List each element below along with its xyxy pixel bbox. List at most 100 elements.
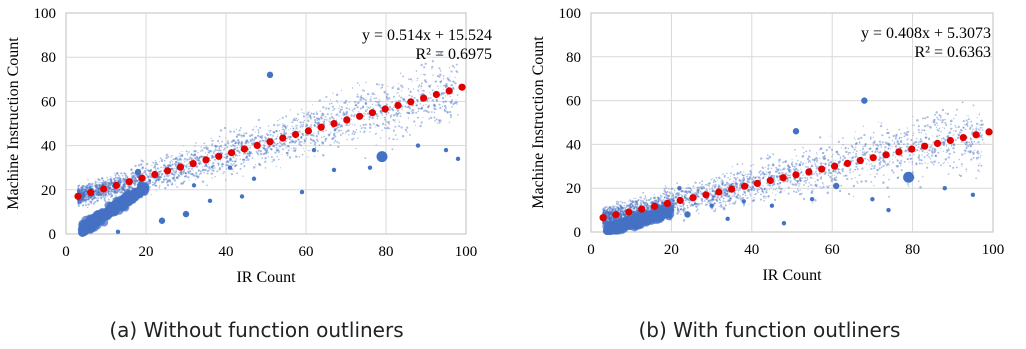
texture-dot [286,154,289,157]
texture-dot [795,191,798,194]
texture-dot [637,198,640,201]
texture-dot [169,165,171,168]
texture-dot [225,156,228,158]
texture-dot [126,175,129,178]
texture-dot [842,168,844,170]
texture-dot [169,164,172,167]
texture-dot [223,147,226,149]
texture-dot [214,149,216,151]
texture-dot [151,181,153,183]
texture-dot [296,126,298,128]
texture-dot [202,168,205,171]
texture-dot [278,141,281,143]
texture-dot [332,136,335,140]
texture-dot [183,164,185,166]
texture-dot [387,112,390,114]
x-tick-label: 40 [219,244,234,260]
texture-dot [410,110,413,112]
texture-dot [609,217,612,220]
texture-dot [331,105,334,108]
texture-dot [778,175,780,177]
texture-dot [863,153,867,156]
texture-dot [85,186,88,190]
texture-dot [735,183,738,186]
plot-frame [590,12,994,233]
texture-dot [420,93,423,96]
texture-dot [819,162,823,165]
texture-dot [219,149,222,152]
texture-dot [174,161,177,164]
texture-dot [87,195,89,197]
texture-dot [643,202,645,204]
texture-dot [128,186,131,188]
texture-dot [147,176,150,178]
texture-dot [122,184,124,186]
texture-dot [750,171,753,174]
texture-dot [706,189,708,191]
texture-dot [607,216,611,220]
texture-dot [960,128,963,132]
texture-dot [941,119,944,122]
texture-dot [926,166,929,169]
texture-dot [773,198,777,202]
texture-dot [345,110,349,114]
texture-dot [975,126,977,128]
texture-dot [87,197,89,199]
texture-dot [208,167,211,170]
texture-dot [301,153,304,156]
texture-dot [165,181,169,184]
texture-dot [338,110,342,114]
texture-dot [752,183,754,185]
texture-dot [251,157,254,160]
texture-dot [189,170,191,172]
texture-dot [97,178,100,181]
texture-dot [680,213,682,216]
texture-dot [723,184,727,187]
texture-dot [407,105,410,108]
texture-dot [732,182,735,185]
cluster-dot [124,197,134,207]
texture-dot [808,155,810,158]
texture-dot [141,167,144,170]
texture-dot [975,143,977,145]
texture-dot [122,185,125,188]
texture-dot [96,181,99,183]
texture-dot [371,92,375,95]
texture-dot [193,174,196,177]
texture-dot [397,87,400,90]
texture-dot [212,169,215,172]
texture-dot [323,118,326,121]
texture-dot [979,163,981,165]
texture-dot [98,179,100,181]
texture-dot [159,176,162,179]
texture-dot [78,184,81,186]
texture-dot [175,170,178,173]
texture-dot [120,172,123,175]
texture-dot [189,170,192,173]
texture-dot [195,165,199,168]
texture-dot [960,163,963,166]
texture-dot [633,207,636,209]
texture-dot [223,156,225,158]
texture-dot [165,155,167,157]
texture-dot [127,185,131,188]
texture-dot [743,178,745,180]
texture-dot [354,124,356,126]
texture-dot [157,177,160,180]
texture-dot [78,200,81,203]
texture-dot [221,163,223,165]
texture-dot [789,181,792,184]
texture-dot [233,130,236,133]
texture-dot [624,215,626,217]
texture-dot [430,84,432,86]
texture-dot [317,140,319,143]
texture-dot [94,190,96,193]
texture-dot [337,123,340,127]
texture-dot [371,103,374,106]
texture-dot [325,129,328,132]
texture-dot [752,179,755,183]
texture-dot [339,125,342,128]
texture-dot [908,161,910,163]
texture-dot [622,211,625,214]
scatter-point [239,194,245,199]
